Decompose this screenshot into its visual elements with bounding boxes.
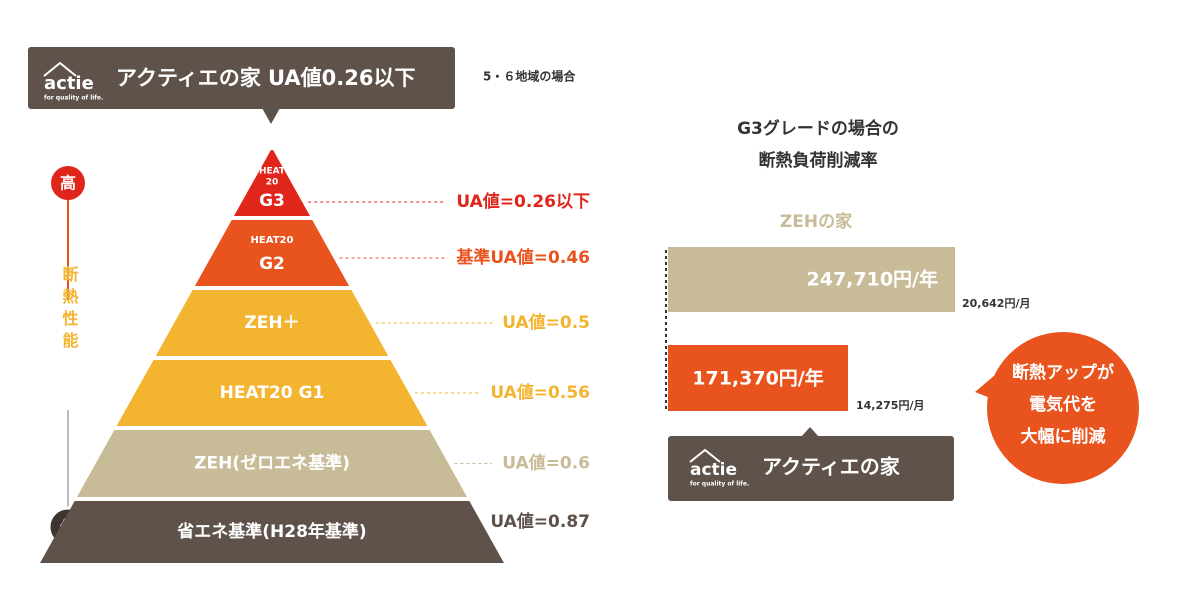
zeh-month: 20,642円/月 [962,297,1030,310]
tier-name: HEAT20 G1 [220,383,325,403]
tier-sub: 20 [266,178,279,188]
zeh-bar [668,247,955,312]
pyramid-tier [155,290,389,356]
pyramid: HEAT20 G3 UA値=0.26以下 HEAT20 G2 基準UA値=0.46 ZEH＋… [40,150,590,563]
ua-label: 基準UA値=0.46 [455,247,590,268]
tier-name: G2 [259,254,285,274]
pyramid-tier [76,430,468,497]
pyramid-tier [194,220,350,286]
bubble [987,332,1139,484]
header-box [28,47,455,109]
actie-tagline: for quality of life. [690,481,749,488]
logo-tagline: for quality of life. [44,95,103,102]
ua-label: UA値=0.5 [502,312,590,333]
actie-year: 171,370円/年 [692,367,823,390]
tier-name: G3 [259,191,285,211]
comparison-title: G3グレードの場合の [737,118,899,139]
zeh-year: 247,710円/年 [807,268,938,291]
header-note: 5・６地域の場合 [483,69,576,84]
ua-label: UA値=0.87 [490,511,590,532]
ua-label: UA値=0.56 [490,382,590,403]
comparison-title: 断熱負荷削減率 [759,150,878,171]
zeh-label: ZEHの家 [780,211,852,232]
pyramid-tier [233,150,311,216]
tier-sub: HEAT [259,167,286,177]
actie-logo: actie [690,460,737,480]
tier-name: ZEH＋ [244,313,299,333]
pyramid-tier [40,501,504,563]
bubble-text: 断熱アップが [1012,362,1114,383]
logo-house [689,448,721,463]
bubble-text: 大幅に削減 [1021,426,1106,447]
bubble-text: 電気代を [1029,394,1097,415]
ua-label: UA値=0.6 [502,453,590,474]
actie-label: アクティエの家 [762,455,901,479]
logo: actie [44,73,94,94]
tier-sub: HEAT20 [251,235,294,246]
scale-label: 断熱性能 [60,265,79,354]
header-title: アクティエの家 UA値0.26以下 [116,66,415,90]
actie-box [668,436,954,501]
scale-high-circle [51,166,85,200]
logo-house [43,61,77,77]
actie-pointer [801,427,819,437]
ua-label: UA値=0.26以下 [456,191,590,212]
scale-high: 高 [60,174,76,193]
pyramid-tier [116,360,428,426]
tier-name: 省エネ基準(H28年基準) [176,521,366,542]
header-pointer [262,108,280,124]
tier-name: ZEH(ゼロエネ基準) [194,453,350,474]
actie-month: 14,275円/月 [856,399,924,412]
actie-bar [668,345,848,411]
